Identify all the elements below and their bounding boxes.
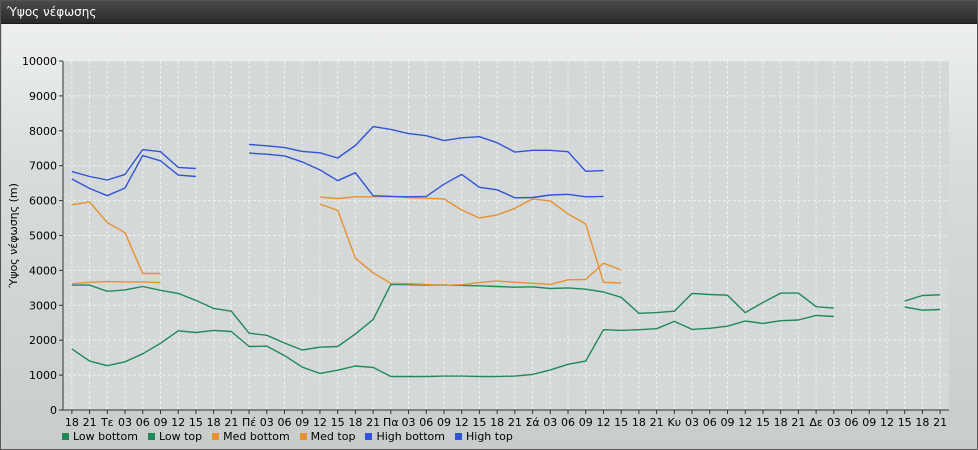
x-tick-label: 03 [685, 416, 699, 429]
legend-item: High top [455, 428, 513, 444]
x-tick-label: 21 [791, 416, 805, 429]
legend-label: Med bottom [223, 429, 290, 443]
x-tick-label: Κυ [668, 416, 682, 429]
legend-swatch [365, 432, 373, 440]
x-tick-label: Πέ [242, 416, 256, 429]
legend-swatch [62, 432, 69, 440]
x-tick-label: 15 [331, 416, 345, 429]
cloud-height-chart: 0 1000 2000 3000 4000 5000 6000 7000 8000 9000 100… [7, 55, 949, 429]
x-tick-label: 21 [650, 416, 664, 429]
x-tick-label: 18 [207, 416, 221, 429]
x-tick-label: 03 [260, 416, 274, 429]
x-tick-label: 18 [348, 416, 362, 429]
x-tick-label: Τε [100, 416, 114, 429]
x-tick-label: 12 [313, 416, 327, 429]
x-tick-label: 18 [915, 416, 929, 429]
legend-label: Low top [158, 429, 203, 443]
series-line-high-bottom [249, 152, 604, 199]
x-tick-label: 09 [862, 416, 876, 429]
series-line-high-top [249, 125, 604, 173]
series-line-med-bottom [71, 201, 161, 275]
x-tick-label: 06 [278, 416, 292, 429]
legend-item: Low top [147, 428, 203, 444]
y-tick-label: 7000 [29, 160, 57, 173]
x-tick-label: 15 [756, 416, 770, 429]
y-tick-label: 8000 [29, 125, 57, 138]
y-tick-label: 6000 [29, 195, 57, 208]
x-tick-label: 18 [65, 416, 79, 429]
chart-legend: Low bottom Low top Med bottom Med top High b… [62, 428, 513, 444]
x-tick-label: 06 [703, 416, 717, 429]
x-tick-label: 09 [295, 416, 309, 429]
x-tick-label: 21 [366, 416, 380, 429]
legend-swatch [455, 432, 462, 440]
x-tick-label: 18 [774, 416, 788, 429]
y-tick-label: 10000 [22, 55, 57, 68]
y-tick-label: 2000 [29, 334, 57, 347]
y-tick-label: 9000 [29, 90, 57, 103]
x-tick-label: 15 [898, 416, 912, 429]
x-tick-label: 12 [738, 416, 752, 429]
x-tick-label: 15 [614, 416, 628, 429]
series-line-high-bottom [71, 154, 196, 197]
y-tick-label: 4000 [29, 264, 57, 277]
window-title: Ύψος νέφωσης [1, 1, 977, 24]
x-tick-label: 03 [827, 416, 841, 429]
x-tick-label: 12 [880, 416, 894, 429]
x-tick-label: 12 [455, 416, 469, 429]
x-tick-label: 03 [543, 416, 557, 429]
y-tick-label: 5000 [29, 230, 57, 243]
legend-item: High bottom [365, 428, 445, 444]
legend-swatch [212, 432, 220, 440]
legend-swatch [147, 432, 155, 440]
y-tick-label: 1000 [29, 369, 57, 382]
x-tick-label: 06 [419, 416, 433, 429]
x-tick-label: 12 [171, 416, 185, 429]
x-tick-label: 21 [508, 416, 522, 429]
legend-swatch [299, 432, 307, 440]
y-tick-label: 0 [50, 404, 57, 417]
y-axis-label: Ύψος νέφωσης (m) [7, 183, 20, 289]
series-line-low-bottom [71, 314, 834, 378]
legend-label: High top [466, 429, 513, 443]
chart-panel: 0 1000 2000 3000 4000 5000 6000 7000 8000 9000 100… [2, 24, 977, 449]
x-tick-label: 09 [437, 416, 451, 429]
x-tick-label: 15 [472, 416, 486, 429]
x-tick-label: 21 [933, 416, 947, 429]
legend-label: Low bottom [73, 429, 138, 443]
legend-item: Low bottom [62, 428, 138, 444]
x-tick-label: 03 [118, 416, 132, 429]
x-tick-label: 06 [136, 416, 150, 429]
x-tick-label: Δε [809, 416, 823, 429]
legend-label: Med top [310, 429, 356, 443]
x-tick-label: 03 [402, 416, 416, 429]
x-tick-label: Πα [383, 416, 399, 429]
series-line-med-bottom [319, 203, 622, 287]
series-line-high-top [71, 148, 196, 181]
x-tick-label: Σά [525, 416, 539, 429]
x-tick-label: 06 [845, 416, 859, 429]
x-tick-label: 09 [153, 416, 167, 429]
legend-item: Med bottom [212, 428, 290, 444]
y-tick-label: 3000 [29, 299, 57, 312]
series-line-med-top [71, 280, 161, 285]
x-tick-label: 18 [490, 416, 504, 429]
x-tick-label: 21 [83, 416, 97, 429]
x-tick-label: 15 [189, 416, 203, 429]
series-line-med-top [319, 195, 622, 284]
series-line-low-top [904, 294, 941, 302]
x-tick-label: 12 [596, 416, 610, 429]
x-tick-label: 21 [224, 416, 238, 429]
x-tick-label: 06 [561, 416, 575, 429]
x-tick-label: 09 [579, 416, 593, 429]
legend-label: High bottom [376, 429, 445, 443]
x-tick-label: 09 [721, 416, 735, 429]
series-line-low-bottom [904, 306, 941, 311]
legend-item: Med top [299, 428, 356, 444]
x-tick-label: 18 [632, 416, 646, 429]
